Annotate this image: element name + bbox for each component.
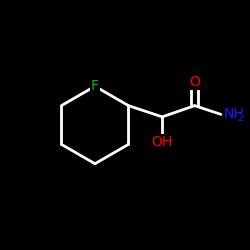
- Text: 2: 2: [237, 113, 244, 123]
- Text: OH: OH: [152, 135, 173, 149]
- Text: F: F: [91, 79, 99, 93]
- Text: NH: NH: [224, 108, 245, 122]
- Text: O: O: [189, 75, 200, 89]
